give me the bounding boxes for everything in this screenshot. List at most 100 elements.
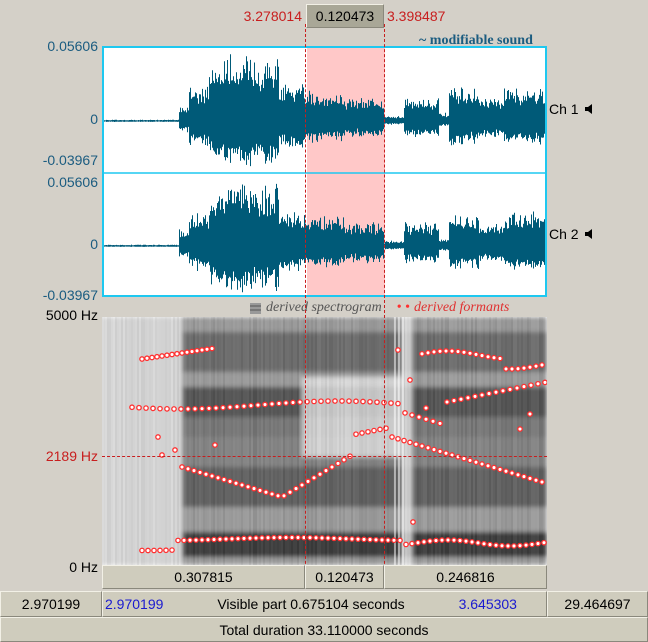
formant-dot bbox=[511, 543, 517, 549]
formant-dot bbox=[416, 414, 422, 420]
waveform-trace bbox=[104, 54, 545, 167]
channel-1-toggle[interactable]: Ch 1 bbox=[549, 101, 596, 117]
formant-dot bbox=[439, 537, 445, 543]
spectrogram-panel[interactable] bbox=[102, 317, 547, 565]
formant-dot bbox=[497, 466, 503, 473]
formant-dot bbox=[287, 489, 293, 496]
formant-dot bbox=[542, 379, 547, 386]
formant-dot bbox=[255, 402, 261, 408]
formant-dot bbox=[507, 386, 513, 393]
total-duration-button[interactable]: Total duration 33.110000 seconds bbox=[0, 617, 648, 642]
formant-dot bbox=[157, 547, 163, 554]
formant-dot bbox=[503, 468, 509, 475]
formant-dot bbox=[325, 535, 331, 541]
segment-before-button[interactable]: 0.307815 bbox=[102, 565, 305, 589]
visible-part-button[interactable]: 2.970199 Visible part 0.675104 seconds 3… bbox=[102, 591, 547, 617]
formant-dot bbox=[349, 536, 355, 542]
window-start-button[interactable]: 2.970199 bbox=[0, 591, 102, 617]
formant-dot bbox=[374, 399, 380, 406]
formant-dot bbox=[233, 480, 239, 487]
formant-dot bbox=[257, 487, 263, 494]
spectrogram-canvas[interactable] bbox=[102, 317, 547, 565]
formant-dot bbox=[317, 471, 323, 478]
formant-dot bbox=[467, 350, 473, 357]
formant-dot bbox=[539, 479, 545, 485]
formant-dot bbox=[402, 410, 408, 416]
formant-dot bbox=[413, 441, 419, 448]
formant-dot bbox=[361, 536, 367, 543]
formant-dot bbox=[539, 362, 545, 368]
formant-dot bbox=[385, 537, 391, 543]
formant-dot bbox=[455, 348, 461, 355]
waveform-panel[interactable] bbox=[102, 46, 547, 297]
segment-after-button[interactable]: 0.246816 bbox=[384, 565, 547, 589]
formant-dot bbox=[437, 348, 443, 355]
formant-dot bbox=[159, 353, 165, 359]
formant-dot bbox=[514, 385, 520, 391]
selection-length-button[interactable]: 0.120473 bbox=[306, 4, 384, 28]
formant-dot bbox=[541, 539, 547, 546]
formant-dot bbox=[209, 473, 215, 479]
formant-dot bbox=[451, 397, 457, 404]
formant-dot bbox=[199, 405, 205, 412]
formant-dot bbox=[409, 412, 415, 418]
selection-start-line bbox=[305, 24, 306, 589]
formant-dot bbox=[401, 437, 407, 444]
formant-dot bbox=[377, 426, 383, 433]
formant-dot bbox=[271, 534, 277, 541]
formant-dot bbox=[293, 485, 299, 492]
waveform-trace bbox=[104, 183, 545, 293]
formant-dot bbox=[163, 547, 169, 554]
formant-dot bbox=[472, 393, 478, 400]
formant-dot bbox=[189, 348, 195, 355]
formant-dot bbox=[445, 537, 451, 543]
formant-dot bbox=[185, 406, 191, 412]
formant-dot bbox=[469, 539, 475, 545]
formant-dot bbox=[503, 366, 509, 372]
formant-dot bbox=[175, 537, 181, 544]
ch2-min-label: -0.03967 bbox=[42, 287, 98, 303]
formant-dot bbox=[269, 491, 275, 497]
visible-end-time: 3.645303 bbox=[458, 596, 517, 612]
spectrogram-burst bbox=[394, 317, 396, 565]
segment-selected-button[interactable]: 0.120473 bbox=[305, 565, 384, 589]
formant-dot bbox=[500, 387, 506, 394]
speaker-icon[interactable] bbox=[584, 228, 596, 240]
formant-dot bbox=[144, 355, 150, 362]
formant-dot bbox=[437, 448, 443, 455]
formant-dot bbox=[227, 478, 233, 485]
modifiable-sound-label: ~ modifiable sound bbox=[419, 33, 533, 48]
formant-dot bbox=[367, 398, 373, 405]
waveform-canvas[interactable] bbox=[104, 48, 545, 295]
formant-dot bbox=[281, 492, 287, 499]
formant-dot bbox=[397, 537, 403, 544]
formant-dot bbox=[213, 405, 219, 411]
channel-2-label: Ch 2 bbox=[549, 226, 579, 242]
formant-dot bbox=[217, 536, 223, 543]
formant-dot bbox=[423, 416, 429, 423]
formant-dot bbox=[139, 356, 145, 362]
formant-dot bbox=[323, 467, 329, 474]
formant-dot bbox=[227, 404, 233, 411]
channel-2-toggle[interactable]: Ch 2 bbox=[549, 226, 596, 242]
formant-dot bbox=[533, 477, 539, 484]
formant-dot bbox=[479, 461, 485, 467]
window-end-button[interactable]: 29.464697 bbox=[547, 591, 648, 617]
formant-dot bbox=[290, 399, 296, 406]
formant-dot bbox=[491, 354, 497, 361]
formant-dot bbox=[527, 364, 533, 371]
formant-dot bbox=[337, 535, 343, 542]
formant-dot bbox=[263, 489, 269, 496]
speaker-icon[interactable] bbox=[584, 103, 596, 115]
formant-dot bbox=[276, 400, 282, 407]
formant-dot bbox=[346, 398, 352, 404]
ch1-min-label: -0.03967 bbox=[42, 152, 98, 168]
formant-dot bbox=[443, 348, 449, 354]
spectrogram-legend: derived spectrogram • • derived formants bbox=[250, 300, 509, 316]
formant-dot bbox=[431, 349, 437, 355]
formant-dot bbox=[505, 543, 511, 549]
formant-dot bbox=[197, 469, 203, 476]
formant-dot bbox=[458, 396, 464, 403]
formant-dot bbox=[527, 475, 533, 482]
formant-dot bbox=[473, 459, 479, 466]
